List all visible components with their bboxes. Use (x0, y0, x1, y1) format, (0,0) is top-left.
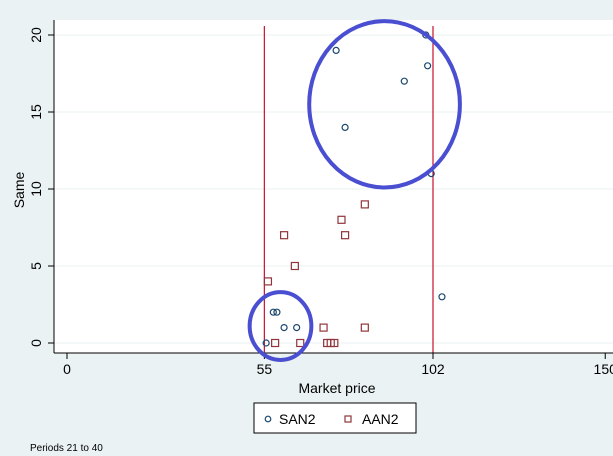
y-axis-label: Same (11, 172, 27, 209)
y-ticks: 0 5 10 15 20 (28, 27, 54, 347)
y-tick-label: 10 (28, 181, 44, 197)
san2-point (280, 324, 288, 332)
legend-box (253, 402, 417, 434)
san2-point (332, 46, 340, 55)
highlight-annotations (247, 19, 462, 362)
san2-point (400, 77, 408, 85)
y-tick-label: 0 (28, 339, 44, 347)
legend-aan2-marker (344, 415, 352, 423)
axes (53, 20, 613, 354)
x-tick-label: 150 (594, 361, 613, 377)
aan2-point (319, 323, 328, 332)
x-axis-label: Market price (298, 380, 375, 396)
aan2-point (337, 215, 346, 224)
y-tick-label: 5 (28, 262, 44, 270)
x-tick-label: 102 (421, 361, 445, 377)
aan2-point (279, 231, 289, 240)
aan2-point (271, 338, 280, 348)
aan2-point (340, 231, 350, 240)
aan2-point (330, 338, 339, 348)
san2-point (273, 308, 281, 316)
aan2-point (290, 261, 299, 271)
aan2-point (360, 323, 369, 332)
chart-note: Periods 21 to 40 (30, 443, 103, 454)
x-tick-label: 55 (257, 361, 273, 377)
highlight-ellipse (307, 19, 462, 190)
aan2-point (263, 277, 273, 286)
san2-point (438, 293, 446, 301)
x-tick-label: 0 (63, 361, 71, 377)
y-tick-label: 15 (28, 104, 44, 120)
san2-point (293, 324, 301, 332)
y-tick-label: 20 (28, 27, 44, 43)
san2-point (269, 308, 277, 316)
legend-san2-marker (264, 415, 272, 423)
x-ticks: 0 55 102 150 (63, 353, 613, 377)
data-points (262, 31, 446, 348)
aan2-point (360, 200, 369, 209)
gridlines (54, 34, 613, 344)
legend: SAN2 AAN2 (253, 402, 417, 434)
san2-point (341, 123, 349, 132)
san2-point (424, 62, 432, 70)
legend-aan2-label: AAN2 (362, 411, 399, 427)
aan2-point (296, 338, 305, 348)
legend-san2-label: SAN2 (279, 411, 316, 427)
highlight-ellipse (247, 290, 314, 362)
plot-area (54, 20, 613, 353)
san2-point (262, 339, 270, 347)
